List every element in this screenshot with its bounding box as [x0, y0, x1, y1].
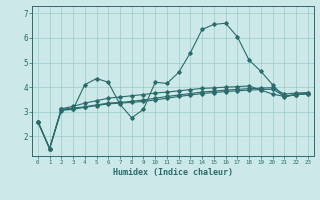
X-axis label: Humidex (Indice chaleur): Humidex (Indice chaleur): [113, 168, 233, 177]
